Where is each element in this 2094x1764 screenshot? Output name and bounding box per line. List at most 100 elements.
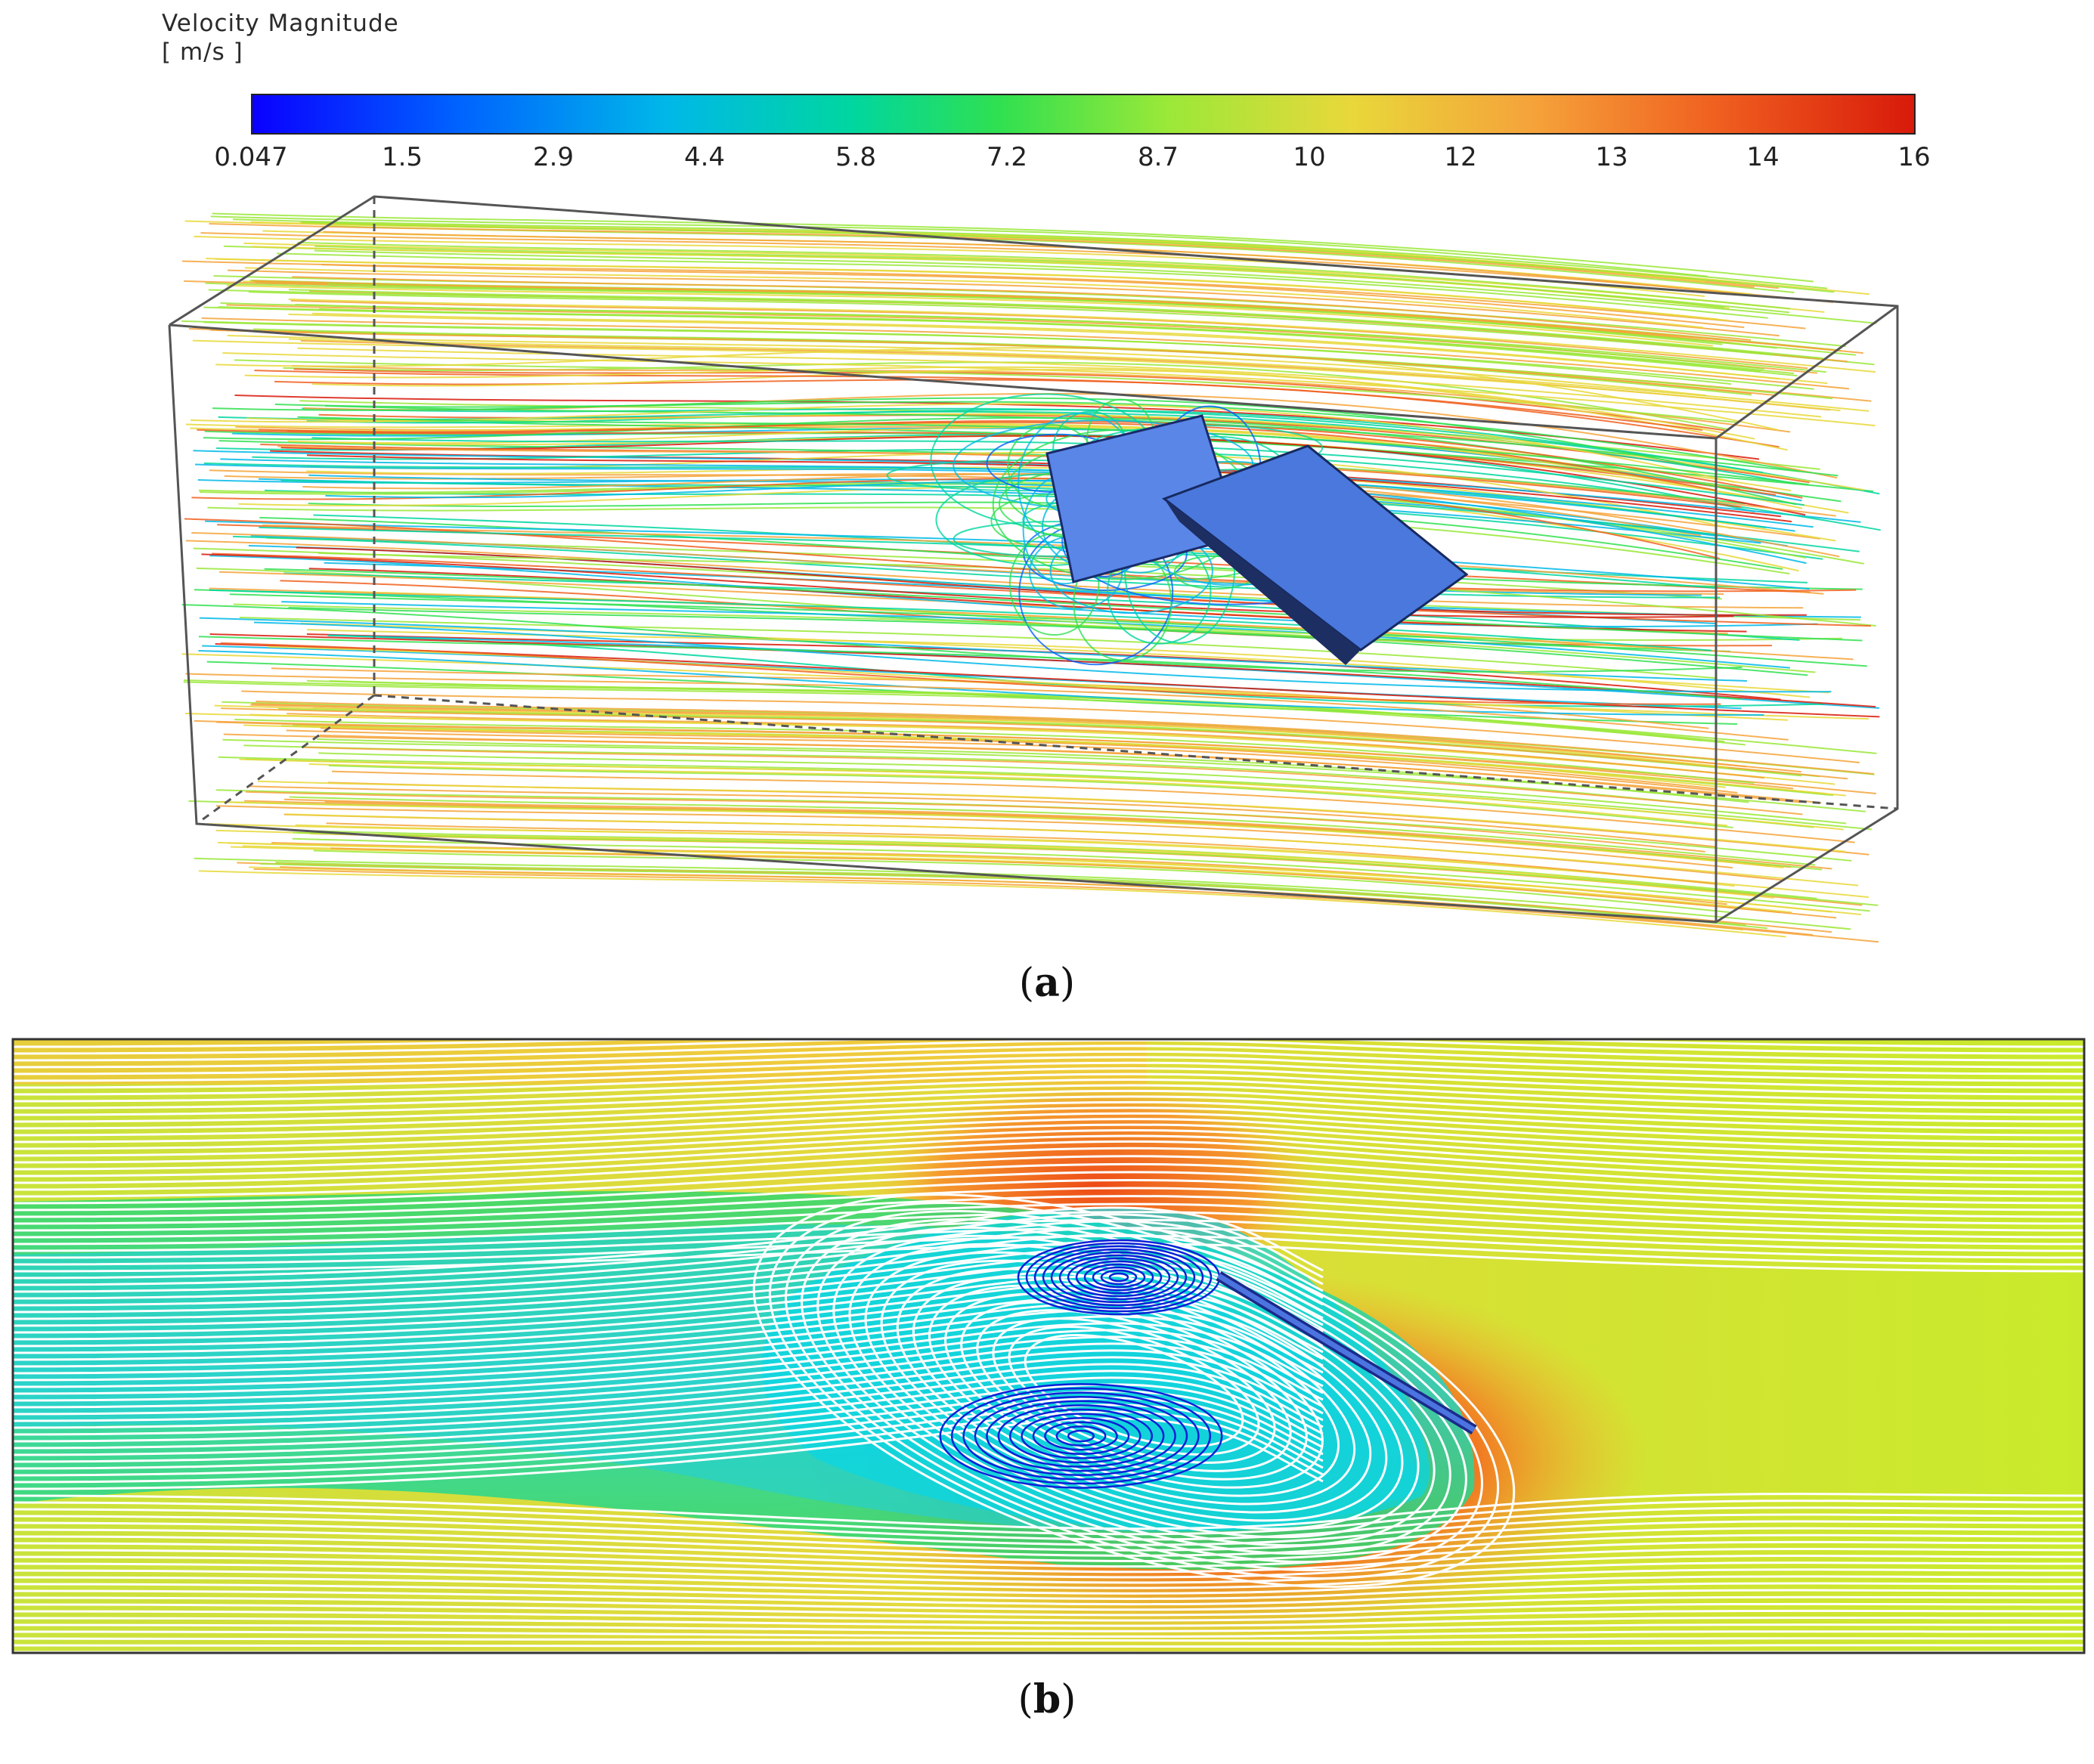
streamline (289, 289, 1823, 360)
streamline (265, 489, 1823, 560)
streamline (254, 370, 1703, 431)
streamline (307, 454, 1792, 523)
legend-unit: [ m/s ] (162, 39, 243, 66)
streamline (229, 593, 1867, 667)
streamline (239, 758, 1844, 831)
vortex-core-ring (1067, 1257, 1171, 1298)
vortex-core-ring (1033, 1245, 1204, 1310)
streamline (264, 568, 1863, 642)
streamline (13, 1349, 1324, 1422)
streamline (195, 463, 1795, 532)
panel-b-frame (11, 1038, 2086, 1654)
streamline (13, 1329, 1324, 1402)
streamline (328, 765, 1733, 828)
recirculation-loop (801, 1218, 1467, 1564)
streamline (13, 1227, 2084, 1259)
streamline (312, 312, 1780, 380)
streamline (13, 1155, 2084, 1198)
streamline (13, 1644, 2084, 1649)
legend-title: Velocity Magnitude [ m/s ] (162, 9, 399, 67)
streamline (308, 763, 1728, 827)
colorbar-tick-label: 7.2 (986, 142, 1028, 172)
vortex-core-ring (950, 1387, 1212, 1485)
streamline (212, 552, 1871, 627)
streamline (13, 1589, 2084, 1606)
streamline (13, 1623, 2084, 1632)
panel-b-2d-streamlines (11, 1038, 2086, 1654)
streamline (184, 518, 1857, 593)
colorbar-tick-label: 1.5 (381, 142, 423, 172)
streamline (227, 842, 1862, 915)
streamline (13, 1547, 2084, 1574)
streamline (13, 1084, 2084, 1116)
streamline (13, 1072, 2084, 1103)
streamline (289, 796, 1816, 866)
streamline (13, 1202, 2084, 1239)
streamline (216, 721, 1794, 790)
streamline (13, 1089, 2084, 1123)
streamline (212, 397, 1702, 469)
streamline (13, 1520, 2084, 1552)
recirculation-loop (864, 1251, 1404, 1530)
streamline (296, 546, 1807, 616)
streamline (221, 707, 1848, 780)
streamline (13, 1493, 2084, 1530)
panel-a-3d-streamlines (168, 195, 1899, 943)
panel-b-streamlines (13, 1039, 2084, 1653)
streamline (13, 1039, 2084, 1062)
recirculation-loop (832, 1234, 1436, 1547)
colorbar-tick-label: 12 (1444, 142, 1477, 172)
streamline (13, 1527, 2084, 1557)
streamline (194, 857, 1851, 930)
streamline (13, 1162, 2084, 1205)
panel-a-plate (1045, 414, 1469, 665)
streamline (13, 1039, 2084, 1048)
streamline (13, 1140, 2084, 1184)
streamline (330, 847, 1837, 919)
streamline (13, 1637, 2084, 1644)
streamline (13, 1403, 1324, 1477)
recirculation-loop (848, 1243, 1420, 1539)
vortex-core-ring (1044, 1421, 1118, 1451)
colorbar-tick-label: 4.4 (683, 142, 726, 172)
streamline (13, 1356, 1324, 1429)
streamline (288, 299, 1876, 373)
streamline (181, 604, 1742, 673)
streamline (13, 1056, 2084, 1082)
streamline (212, 212, 1814, 283)
streamline (244, 366, 1755, 440)
streamline (13, 1112, 2084, 1150)
streamline (13, 1308, 1324, 1382)
streamline (205, 520, 1810, 590)
vortex-core-ring (1100, 1269, 1138, 1286)
streamline (183, 681, 1746, 746)
colorbar-tick-label: 5.8 (835, 142, 877, 172)
streamline (210, 329, 1752, 395)
streamline (13, 1301, 1324, 1375)
streamline (13, 1134, 2084, 1178)
panel-a-domain-box (168, 195, 1899, 924)
streamline (198, 650, 1764, 716)
streamline (13, 1595, 2084, 1611)
streamline (251, 703, 1747, 768)
streamline (256, 701, 1875, 775)
streamline (262, 524, 1824, 595)
colorbar-tick-label: 16 (1897, 142, 1931, 172)
streamline (13, 1050, 2084, 1075)
streamline (227, 284, 1714, 347)
streamline (311, 369, 1788, 451)
streamline (320, 727, 1717, 790)
vortex-core-ring (1108, 1272, 1129, 1283)
streamline (290, 299, 1808, 370)
streamline (206, 823, 1735, 887)
streamline (318, 752, 1847, 825)
streamline (314, 245, 1725, 308)
vortex-core-ring (1055, 1425, 1107, 1447)
streamline (288, 607, 1808, 676)
streamline (325, 479, 1807, 565)
streamline (245, 791, 1705, 853)
streamline (181, 260, 1806, 330)
streamline (306, 679, 1877, 754)
streamline (13, 1100, 2084, 1137)
vortex-core-ring (1075, 1260, 1163, 1295)
